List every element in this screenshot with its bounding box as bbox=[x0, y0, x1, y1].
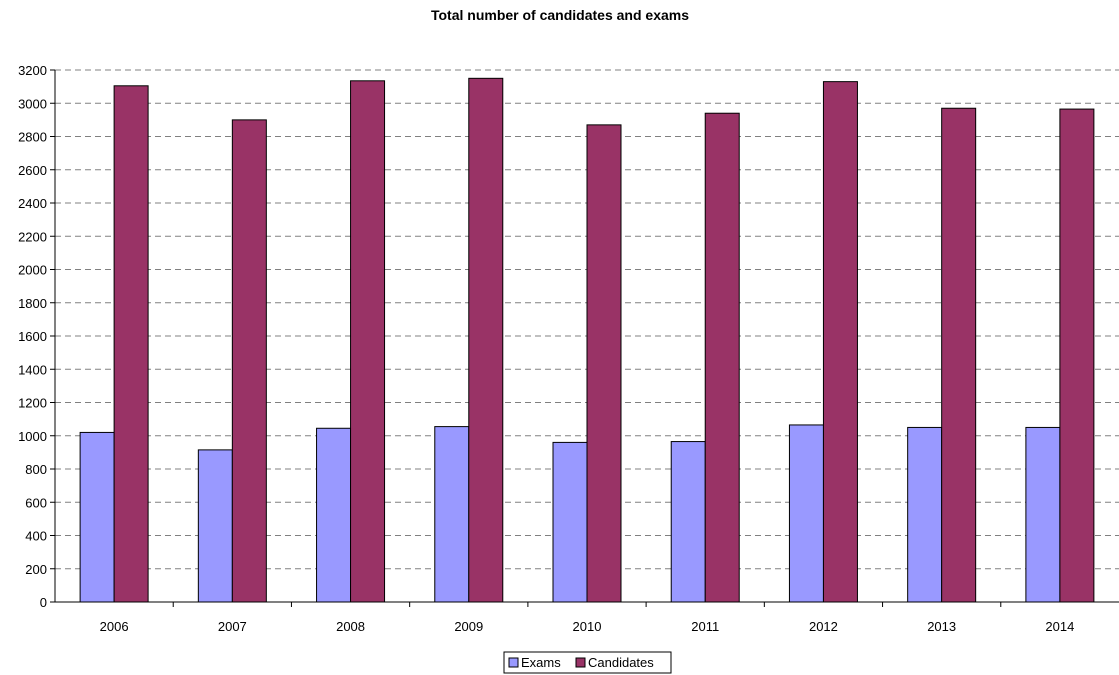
y-tick-label: 1400 bbox=[18, 362, 47, 377]
bar-exams-2006 bbox=[79, 431, 115, 603]
bar-exams-2008 bbox=[316, 427, 352, 603]
x-tick-label: 2011 bbox=[691, 619, 719, 634]
bar-exams-2013 bbox=[907, 426, 943, 603]
bar-candidates-2006 bbox=[113, 85, 149, 603]
legend-label-candidates: Candidates bbox=[588, 655, 654, 670]
y-tick-label: 3200 bbox=[18, 63, 47, 78]
y-tick-label: 2800 bbox=[18, 130, 47, 145]
bar-candidates-2012 bbox=[822, 81, 858, 603]
y-tick-label: 0 bbox=[40, 595, 47, 610]
bar-candidates-2011 bbox=[704, 112, 740, 603]
bars bbox=[79, 77, 1095, 603]
y-tick-label: 1000 bbox=[18, 429, 47, 444]
y-tick-label: 2200 bbox=[18, 229, 47, 244]
y-tick-label: 2400 bbox=[18, 196, 47, 211]
y-axis-ticks: 0 200 400 600 800 1000 1200 1400 1600 1800 2000 220… bbox=[18, 63, 55, 610]
x-tick-label: 2013 bbox=[927, 619, 956, 634]
y-tick-label: 3000 bbox=[18, 96, 47, 111]
bar-exams-2012 bbox=[788, 424, 824, 603]
x-tick-label: 2006 bbox=[100, 619, 129, 634]
x-tick-label: 2009 bbox=[454, 619, 483, 634]
y-tick-label: 1200 bbox=[18, 396, 47, 411]
x-tick-label: 2008 bbox=[336, 619, 365, 634]
x-tick-label: 2014 bbox=[1045, 619, 1074, 634]
bar-exams-2007 bbox=[197, 449, 233, 603]
x-tick-label: 2010 bbox=[573, 619, 602, 634]
y-tick-label: 400 bbox=[25, 529, 47, 544]
x-tick-label: 2007 bbox=[218, 619, 247, 634]
y-tick-label: 200 bbox=[25, 562, 47, 577]
bar-exams-2009 bbox=[434, 426, 470, 603]
bar-candidates-2008 bbox=[350, 80, 386, 603]
bar-candidates-2009 bbox=[468, 77, 504, 603]
legend-swatch-candidates bbox=[575, 657, 586, 668]
bar-candidates-2014 bbox=[1059, 108, 1095, 603]
y-tick-label: 600 bbox=[25, 495, 47, 510]
bar-candidates-2010 bbox=[586, 124, 622, 603]
chart-title: Total number of candidates and exams bbox=[431, 7, 689, 23]
y-tick-label: 2600 bbox=[18, 163, 47, 178]
legend-label-exams: Exams bbox=[521, 655, 561, 670]
x-axis-ticks: 2006 2007 2008 2009 2010 2011 2012 2013 2014 bbox=[100, 602, 1074, 634]
bar-candidates-2013 bbox=[941, 107, 977, 603]
bar-exams-2014 bbox=[1025, 426, 1061, 603]
y-tick-label: 1800 bbox=[18, 296, 47, 311]
legend: Exams Candidates bbox=[503, 651, 672, 674]
x-tick-label: 2012 bbox=[809, 619, 838, 634]
legend-swatch-exams bbox=[508, 657, 519, 668]
bar-candidates-2007 bbox=[231, 119, 267, 603]
bar-exams-2010 bbox=[552, 441, 588, 603]
y-tick-label: 2000 bbox=[18, 263, 47, 278]
y-tick-label: 800 bbox=[25, 462, 47, 477]
legend-box bbox=[503, 651, 672, 674]
bar-exams-2011 bbox=[670, 441, 706, 603]
y-tick-label: 1600 bbox=[18, 329, 47, 344]
